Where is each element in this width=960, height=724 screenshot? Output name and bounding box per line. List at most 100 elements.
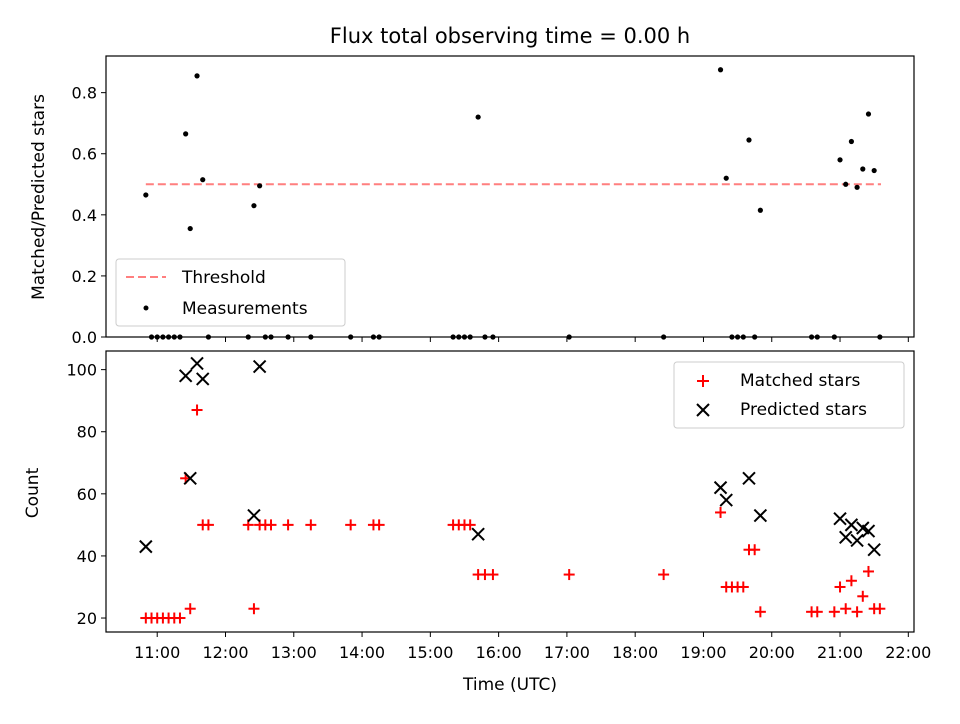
x-axis-label: Time (UTC) [462,675,557,695]
top-y-axis-label: Matched/Predicted stars [29,94,49,300]
matched-point [373,519,385,531]
matched-point [749,544,761,556]
matched-point [737,581,749,593]
y-tick-label: 20 [77,609,97,628]
predicted-point [178,369,193,383]
measurement-point [183,131,189,137]
matched-point [845,575,857,587]
measurement-point [723,175,729,181]
predicted-point [742,471,756,486]
top-panel: 0.00.20.40.60.8 Matched/Predicted stars … [29,55,915,347]
matched-point [265,519,277,531]
y-tick-label: 0.4 [72,206,97,225]
matched-point [464,519,476,531]
y-tick-label: 0.8 [72,84,97,103]
legend-measurements-label: Measurements [182,299,308,319]
x-tick-label: 20:00 [749,643,795,662]
predicted-point [190,356,204,371]
y-tick-label: 80 [77,423,97,442]
predicted-point [833,511,847,526]
predicted-point [844,518,859,532]
matched-point [862,565,874,577]
predicted-point [252,359,267,374]
matched-point [834,581,846,593]
legend-predicted-label: Predicted stars [740,400,867,420]
x-tick-label: 14:00 [339,643,385,662]
predicted-point [713,480,728,495]
matched-point [184,603,196,615]
predicted-point [196,372,210,386]
matched-point [754,606,766,618]
measurement-point [860,166,866,172]
y-tick-label: 0.6 [72,145,97,164]
matched-point [658,569,670,581]
measurement-point [717,67,724,73]
predicted-point [850,533,864,548]
predicted-point [719,493,733,507]
x-tick-label: 12:00 [202,643,248,662]
legend-measurements-swatch [143,305,149,311]
measurement-point [843,181,849,187]
matched-point [811,606,823,618]
matched-point [851,606,863,618]
measurement-point [854,184,860,190]
predicted-point [867,543,881,557]
x-tick-label: 16:00 [476,643,522,662]
measurement-point [848,138,855,145]
bottom-axes-frame [105,350,915,633]
measurement-point [257,183,263,189]
series-predicted-stars [139,356,881,557]
legend-threshold-label: Threshold [181,268,266,288]
bottom-panel: 20 40 60 80 100 11:00 12:00 13:00 14:00 15:00 16:… [23,350,931,695]
legend-predicted-swatch [696,403,710,417]
matched-point [202,519,214,531]
measurement-point [475,114,481,120]
x-tick-label: 17:00 [544,643,590,662]
x-tick-label: 22:00 [885,643,931,662]
matched-point [715,506,727,518]
measurement-point [187,225,193,232]
y-tick-label: 60 [77,485,97,504]
matched-point [282,519,294,531]
legend-matched-label: Matched stars [740,371,860,391]
measurement-point [837,157,843,163]
bottom-y-ticks: 20 40 60 80 100 [66,361,106,628]
x-tick-label: 13:00 [271,643,317,662]
matched-point [828,606,840,618]
x-tick-label: 19:00 [680,643,726,662]
matched-point [874,603,886,615]
measurement-point [143,192,149,198]
measurement-point [194,73,200,79]
y-tick-label: 0.0 [72,328,97,347]
top-axes-frame [105,55,915,338]
predicted-point [861,524,876,538]
predicted-point [839,530,853,545]
predicted-point [183,471,197,486]
x-tick-label: 11:00 [134,643,180,662]
x-tick-label: 18:00 [612,643,658,662]
matched-point [174,612,186,624]
measurement-point [757,207,763,213]
bottom-legend: Matched stars Predicted stars [673,361,905,429]
legend-matched-swatch [697,375,709,387]
predicted-point [753,508,768,523]
matched-point [305,519,317,531]
y-tick-label: 100 [66,361,97,380]
series-matched-stars [140,404,886,624]
top-y-ticks: 0.0 0.2 0.4 0.6 0.8 [72,84,106,347]
predicted-point [247,508,261,523]
chart-title: Flux total observing time = 0.00 h [330,24,690,48]
bottom-x-ticks: 11:00 12:00 13:00 14:00 15:00 16:00 17:00 18:00… [134,632,931,662]
matched-point [345,519,357,531]
bottom-plot-area [139,356,886,624]
predicted-point [139,539,153,554]
matched-point [840,603,852,615]
matched-point [487,569,499,581]
matched-point [857,590,869,602]
x-tick-label: 21:00 [817,643,863,662]
measurement-point [746,137,752,143]
measurement-point [200,177,206,183]
measurement-point [865,111,872,117]
x-tick-label: 15:00 [407,643,453,662]
